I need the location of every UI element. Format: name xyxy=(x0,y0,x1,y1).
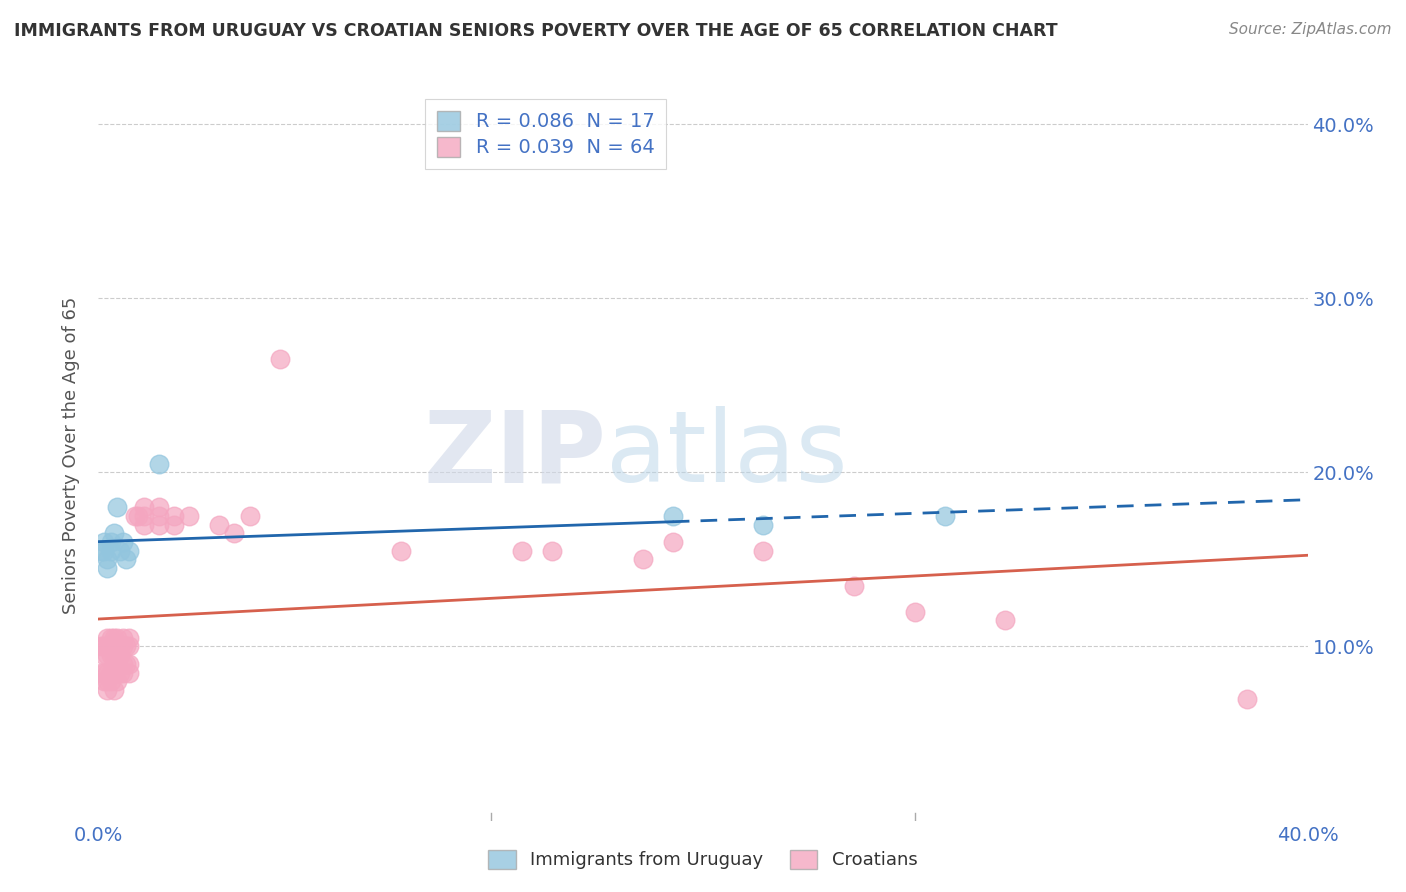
Point xyxy=(631,552,654,566)
Legend: R = 0.086  N = 17, R = 0.039  N = 64: R = 0.086 N = 17, R = 0.039 N = 64 xyxy=(426,99,666,169)
Point xyxy=(103,526,125,541)
Point xyxy=(269,352,291,367)
Text: ZIP: ZIP xyxy=(423,407,606,503)
Point xyxy=(148,517,170,532)
Point xyxy=(179,508,201,523)
Point xyxy=(96,665,118,680)
Point xyxy=(934,508,956,523)
Point xyxy=(118,543,141,558)
Text: atlas: atlas xyxy=(606,407,848,503)
Point xyxy=(100,640,122,654)
Point xyxy=(100,535,122,549)
Point xyxy=(96,552,118,566)
Point xyxy=(105,500,128,515)
Point xyxy=(100,674,122,689)
Point xyxy=(90,543,112,558)
Point xyxy=(127,508,149,523)
Point xyxy=(510,543,533,558)
Point xyxy=(224,526,246,541)
Point xyxy=(111,535,134,549)
Point xyxy=(100,543,122,558)
Point xyxy=(105,648,128,663)
Point xyxy=(108,648,131,663)
Point xyxy=(118,640,141,654)
Point xyxy=(904,605,927,619)
Point xyxy=(148,508,170,523)
Point xyxy=(1236,691,1258,706)
Point xyxy=(118,657,141,671)
Point xyxy=(114,552,136,566)
Point xyxy=(93,674,115,689)
Point xyxy=(100,631,122,645)
Point xyxy=(661,535,683,549)
Point xyxy=(96,648,118,663)
Point xyxy=(124,508,146,523)
Point xyxy=(103,665,125,680)
Point xyxy=(96,631,118,645)
Text: IMMIGRANTS FROM URUGUAY VS CROATIAN SENIORS POVERTY OVER THE AGE OF 65 CORRELATI: IMMIGRANTS FROM URUGUAY VS CROATIAN SENI… xyxy=(14,22,1057,40)
Point xyxy=(752,517,775,532)
Point xyxy=(105,674,128,689)
Point xyxy=(118,631,141,645)
Point xyxy=(103,648,125,663)
Point xyxy=(148,457,170,471)
Point xyxy=(103,657,125,671)
Text: Source: ZipAtlas.com: Source: ZipAtlas.com xyxy=(1229,22,1392,37)
Point xyxy=(239,508,262,523)
Point xyxy=(994,613,1017,627)
Point xyxy=(96,561,118,575)
Point xyxy=(163,517,186,532)
Point xyxy=(100,665,122,680)
Point xyxy=(844,578,866,592)
Y-axis label: Seniors Poverty Over the Age of 65: Seniors Poverty Over the Age of 65 xyxy=(62,296,80,614)
Point xyxy=(93,640,115,654)
Point xyxy=(118,665,141,680)
Point xyxy=(132,517,155,532)
Point xyxy=(752,543,775,558)
Point xyxy=(105,657,128,671)
Point xyxy=(100,648,122,663)
Point xyxy=(108,665,131,680)
Point xyxy=(540,543,562,558)
Point xyxy=(661,508,683,523)
Point xyxy=(108,543,131,558)
Point xyxy=(108,640,131,654)
Point xyxy=(103,683,125,698)
Point xyxy=(132,508,155,523)
Point xyxy=(90,665,112,680)
Point xyxy=(90,640,112,654)
Point xyxy=(111,631,134,645)
Point xyxy=(111,657,134,671)
Point xyxy=(114,640,136,654)
Point xyxy=(93,665,115,680)
Point xyxy=(96,683,118,698)
Legend: Immigrants from Uruguay, Croatians: Immigrants from Uruguay, Croatians xyxy=(479,841,927,879)
Point xyxy=(163,508,186,523)
Point xyxy=(132,500,155,515)
Point xyxy=(148,500,170,515)
Point xyxy=(208,517,231,532)
Point xyxy=(96,640,118,654)
Point xyxy=(93,535,115,549)
Point xyxy=(103,631,125,645)
Point xyxy=(96,674,118,689)
Point xyxy=(389,543,412,558)
Point xyxy=(93,648,115,663)
Point xyxy=(114,657,136,671)
Point xyxy=(93,543,115,558)
Point xyxy=(111,640,134,654)
Point xyxy=(111,665,134,680)
Point xyxy=(105,631,128,645)
